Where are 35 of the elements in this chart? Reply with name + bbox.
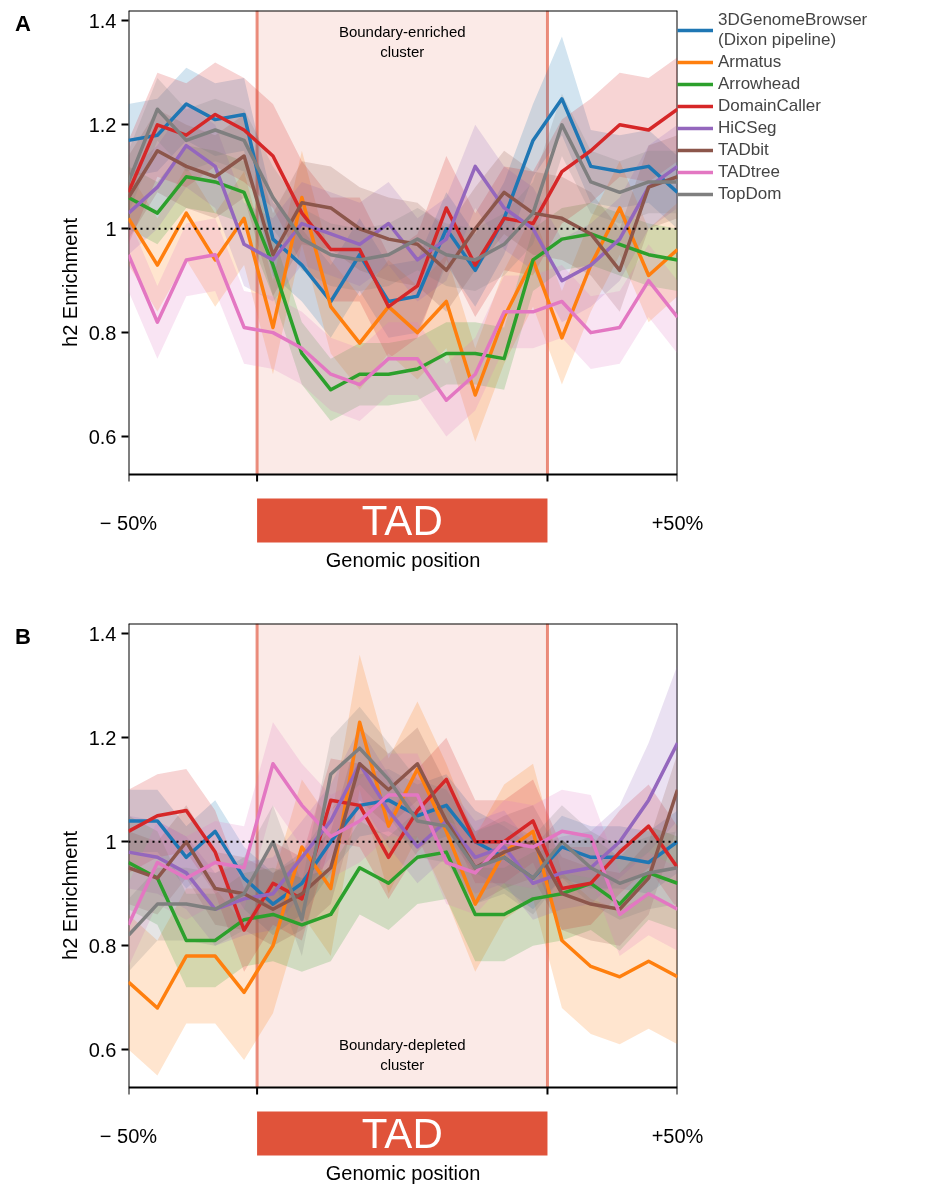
text: TAD [361,1110,443,1157]
legend-label: TADbit [718,140,769,160]
text: TAD [361,497,443,544]
legend-label: TADtree [718,162,781,182]
x-tick-label: − 50% [99,511,158,534]
y-tick-label: 1 [105,217,117,240]
y-tick-label: 0.6 [88,425,117,448]
x-tick-label: +50% [651,511,704,534]
y-tick-label: 0.8 [88,321,117,344]
y-tick-label: 1.4 [88,622,117,645]
legend-label: Arrowhead [718,74,801,94]
legend-label: TopDom [718,184,782,204]
x-tick-label: +50% [651,1124,704,1147]
x-tick-label: − 50% [99,1124,158,1147]
line-series [128,850,678,943]
annotation: Boundary-depleted cluster [338,1036,466,1074]
y-tick-label: 0.6 [88,1038,117,1061]
line-series [128,252,678,402]
legend-label: HiCSeg [718,118,777,138]
y-tick-label: 1.4 [88,9,117,32]
y-tick-label: 1.2 [88,726,117,749]
y-tick-label: 0.8 [88,934,117,957]
y-axis-title: h2 Enrichment [58,830,81,960]
x-axis-title: Genomic position [325,1161,481,1184]
y-axis-title: h2 Enrichment [58,217,81,347]
line-series [128,107,678,262]
y-tick-label: 1.2 [88,113,117,136]
legend-label: Armatus [718,52,782,72]
chart-title: B [15,623,31,651]
x-axis-title: Genomic position [325,548,481,571]
legend-label: DomainCaller [718,96,821,116]
annotation: Boundary-enriched cluster [338,22,466,60]
legend-label: 3DGenomeBrowser (Dixon pipeline) [718,10,868,50]
y-tick-label: 1 [105,830,117,853]
chart-title: A [15,10,31,38]
